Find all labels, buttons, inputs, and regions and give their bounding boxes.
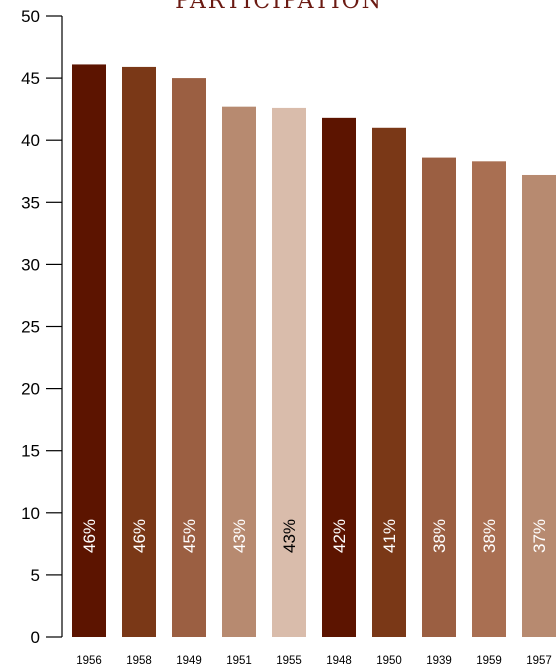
x-tick-label: 1951 <box>226 655 252 667</box>
y-tick-label: 50 <box>21 7 40 26</box>
bar <box>272 107 306 637</box>
bar <box>472 161 506 637</box>
y-tick-label: 45 <box>21 69 40 88</box>
bar <box>522 174 556 637</box>
bar <box>72 64 106 638</box>
y-axis: 0 5 10 15 20 25 30 35 40 45 50 <box>21 7 63 647</box>
bar <box>122 66 156 637</box>
x-tick-label: 1950 <box>376 655 402 667</box>
bar <box>172 78 206 638</box>
bar-data-label: 37% <box>530 519 549 553</box>
x-axis-labels: 1956 1958 1949 1951 1955 1948 1950 1939 1959 1957 <box>76 655 552 667</box>
bar-data-label: 43% <box>280 519 299 553</box>
bar-data-label: 46% <box>80 519 99 553</box>
y-tick-label: 30 <box>21 255 40 274</box>
bar-data-label: 38% <box>480 519 499 553</box>
bar-data-label: 46% <box>130 519 149 553</box>
y-tick-label: 5 <box>31 566 40 585</box>
y-tick-label: 40 <box>21 131 40 150</box>
bar-data-label: 38% <box>430 519 449 553</box>
bar <box>422 157 456 637</box>
bar <box>222 106 256 637</box>
x-tick-label: 1939 <box>426 655 452 667</box>
y-tick-label: 10 <box>21 504 40 523</box>
x-tick-label: 1957 <box>526 655 552 667</box>
bar <box>372 127 406 637</box>
y-tick-label: 25 <box>21 318 40 337</box>
bar <box>322 117 356 638</box>
x-tick-label: 1958 <box>126 655 152 667</box>
bar-data-label: 45% <box>180 519 199 553</box>
y-tick-label: 15 <box>21 442 40 461</box>
y-tick-label: 35 <box>21 193 40 212</box>
chart-title: PARTICIPATION <box>175 0 383 14</box>
bar-data-label: 42% <box>330 519 349 553</box>
y-tick-label: 0 <box>31 628 40 647</box>
bars-group: 46% 46% 45% 43% 43% 42% 41% 38% 38% 37% <box>72 64 556 638</box>
x-tick-label: 1955 <box>276 655 302 667</box>
bar-data-label: 43% <box>230 519 249 553</box>
bar-data-label: 41% <box>380 519 399 553</box>
x-tick-label: 1956 <box>76 655 102 667</box>
x-tick-label: 1959 <box>476 655 502 667</box>
y-tick-label: 20 <box>21 380 40 399</box>
x-tick-label: 1948 <box>326 655 352 667</box>
x-tick-label: 1949 <box>176 655 202 667</box>
